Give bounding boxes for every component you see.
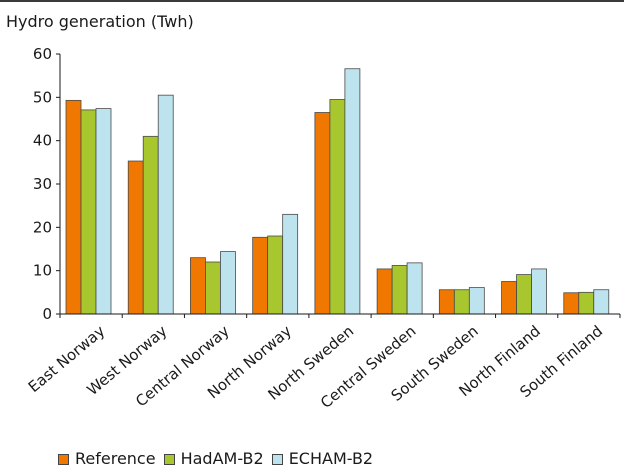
bar-hadam-b2-3 xyxy=(267,235,284,315)
bar-echam-b2-0 xyxy=(95,108,112,315)
bar-hadam-b2-6 xyxy=(453,289,470,315)
y-tick-label: 30 xyxy=(33,175,52,193)
legend-label: HadAM-B2 xyxy=(180,449,264,468)
y-tick-label: 50 xyxy=(33,88,52,106)
bar-hadam-b2-2 xyxy=(205,261,221,315)
bar-echam-b2-2 xyxy=(220,251,236,315)
chart-legend: Reference HadAM-B2 ECHAM-B2 xyxy=(58,450,381,468)
legend-swatch xyxy=(271,453,283,465)
bar-hadam-b2-8 xyxy=(578,291,595,315)
y-tick-label: 10 xyxy=(33,262,52,280)
y-tick-label: 0 xyxy=(42,305,52,323)
bar-echam-b2-3 xyxy=(282,213,299,315)
bar-reference-2 xyxy=(190,257,206,315)
bar-reference-1 xyxy=(127,160,144,315)
bar-reference-3 xyxy=(252,236,269,315)
bar-echam-b2-1 xyxy=(157,94,174,315)
bar-reference-6 xyxy=(438,289,455,315)
bar-reference-7 xyxy=(501,281,517,315)
bar-hadam-b2-0 xyxy=(80,109,97,315)
legend-swatch xyxy=(163,453,175,465)
legend-swatch xyxy=(58,453,69,465)
bar-reference-5 xyxy=(376,268,393,315)
bar-echam-b2-4 xyxy=(344,68,361,315)
legend-label: Reference xyxy=(75,449,156,468)
bar-echam-b2-6 xyxy=(468,287,485,315)
legend-item-echam-b2: ECHAM-B2 xyxy=(271,449,374,468)
y-tick-label: 60 xyxy=(33,45,52,63)
y-tick-label: 40 xyxy=(33,132,52,150)
legend-label: ECHAM-B2 xyxy=(288,449,374,468)
bar-echam-b2-8 xyxy=(593,289,610,315)
bar-reference-4 xyxy=(314,112,331,315)
hydro-generation-bar-chart: Hydro generation (Twh) 0102030405060East… xyxy=(6,12,621,412)
y-tick-label: 20 xyxy=(33,218,52,236)
legend-item-reference: Reference xyxy=(58,450,156,468)
legend-item-hadam-b2: HadAM-B2 xyxy=(163,449,264,468)
bar-reference-0 xyxy=(65,99,82,315)
top-border-line xyxy=(0,0,624,2)
y-axis-title: Hydro generation (Twh) xyxy=(6,12,194,31)
bar-hadam-b2-4 xyxy=(329,99,346,315)
bar-echam-b2-5 xyxy=(406,262,423,315)
bar-hadam-b2-7 xyxy=(516,274,532,315)
bar-echam-b2-7 xyxy=(531,268,547,315)
bar-hadam-b2-1 xyxy=(142,135,159,315)
bar-reference-8 xyxy=(563,292,580,315)
bar-hadam-b2-5 xyxy=(391,265,408,315)
